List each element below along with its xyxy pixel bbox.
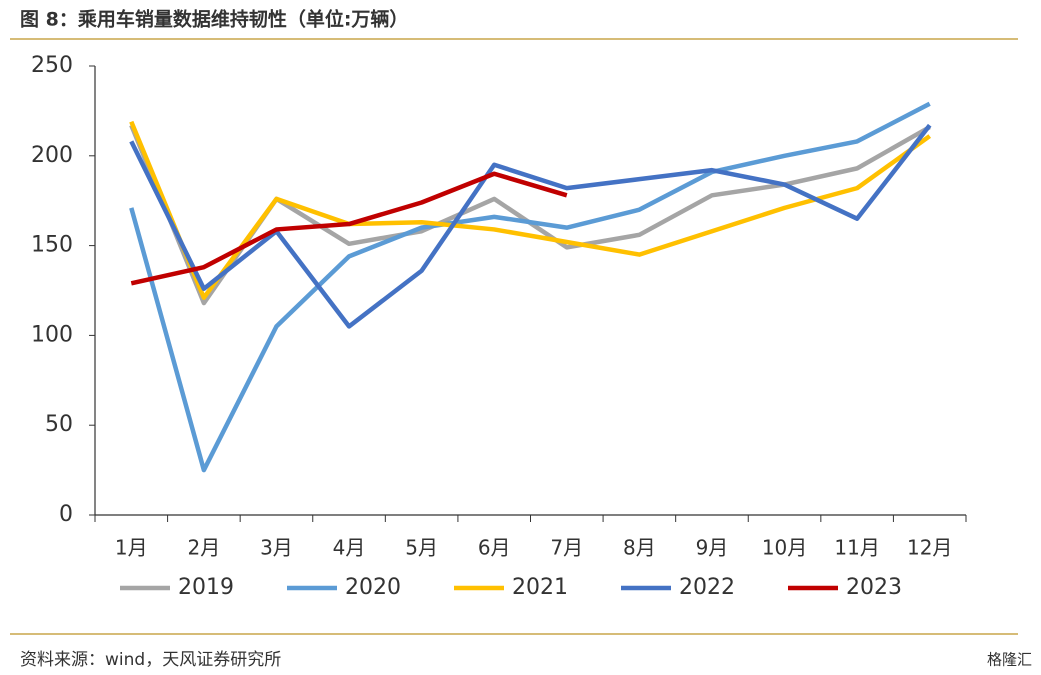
x-tick-label: 10月 [762, 536, 807, 560]
y-tick-label: 50 [45, 412, 73, 437]
series-line [129, 120, 932, 300]
legend-label: 2022 [679, 575, 735, 600]
y-tick-label: 0 [59, 502, 73, 527]
x-tick-label: 11月 [834, 536, 879, 560]
source: 资料来源：wind，天风证券研究所 [20, 650, 281, 670]
y-tick-label: 250 [31, 53, 73, 78]
legend-label: 2020 [345, 575, 401, 600]
watermark: 格隆汇 [987, 651, 1032, 669]
y-tick-label: 200 [31, 143, 73, 168]
legend-label: 2023 [846, 575, 902, 600]
legend-label: 2021 [512, 575, 568, 600]
x-tick-label: 9月 [696, 536, 729, 560]
y-tick-label: 150 [31, 233, 73, 258]
series-line [130, 171, 568, 286]
x-tick-label: 4月 [333, 536, 366, 560]
x-tick-label: 12月 [907, 536, 952, 560]
x-tick-label: 1月 [115, 536, 148, 560]
legend-label: 2019 [178, 575, 234, 600]
series-line [129, 123, 932, 329]
x-tick-label: 3月 [260, 536, 293, 560]
x-tick-label: 7月 [550, 536, 583, 560]
series-line [129, 101, 931, 473]
chart-title: 图 8：乘用车销量数据维持韧性（单位:万辆） [20, 8, 408, 31]
x-tick-label: 8月 [623, 536, 656, 560]
y-tick-label: 100 [31, 322, 73, 347]
x-tick-label: 6月 [478, 536, 511, 560]
x-tick-label: 5月 [405, 536, 438, 560]
x-tick-label: 2月 [188, 536, 221, 560]
